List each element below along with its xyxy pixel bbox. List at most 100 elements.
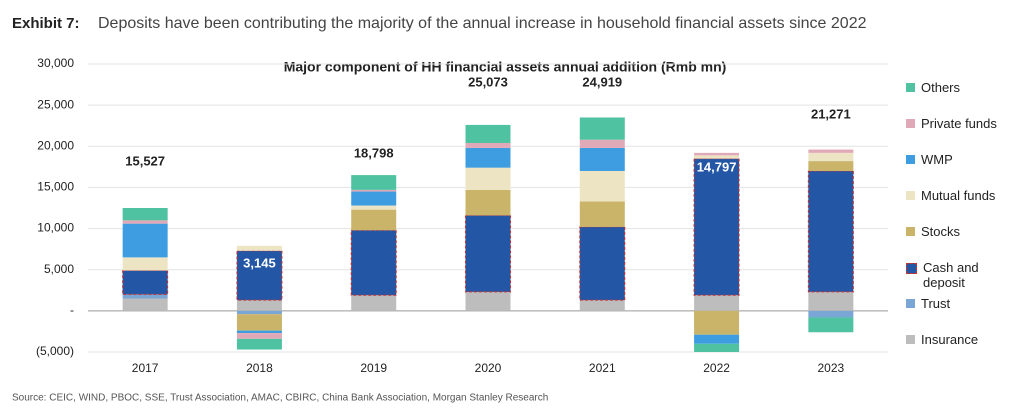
bar-segment: [236, 310, 282, 315]
total-label: 24,919: [582, 74, 622, 89]
bar-segment: [579, 117, 625, 140]
bar-segment: [694, 152, 740, 156]
bar-segment: [808, 152, 854, 162]
y-tick-label: 15,000: [37, 180, 74, 194]
legend-swatch: [906, 263, 917, 274]
bar-segment: [122, 223, 168, 258]
total-label: 21,271: [811, 106, 851, 121]
bar-segment: [465, 147, 511, 168]
bar-segment: [694, 155, 740, 159]
x-tick-label: 2018: [246, 361, 273, 375]
bar-segment: [808, 149, 854, 153]
legend-item: Private funds: [906, 116, 1016, 152]
legend-swatch: [906, 335, 915, 344]
bar-segment: [350, 229, 397, 296]
legend-label: Mutual funds: [921, 188, 996, 203]
legend-swatch: [906, 83, 915, 92]
bar-segment: [465, 124, 511, 143]
bar-segment: [122, 220, 168, 224]
bar-segment: [807, 170, 854, 293]
bar-segment: [122, 298, 168, 311]
legend-item: WMP: [906, 152, 1016, 188]
bar-segment: [236, 338, 282, 350]
bar-segment: [351, 175, 397, 190]
bar-segment: [465, 167, 511, 190]
legend-swatch: [906, 155, 915, 164]
bar-segment: [236, 245, 282, 251]
legend-label: Stocks: [921, 224, 961, 239]
total-label: 15,527: [125, 153, 165, 168]
total-label: 18,798: [354, 145, 394, 160]
legend-item: Cash and deposit: [906, 260, 1016, 296]
bar-segment: [351, 295, 397, 311]
legend-label: Insurance: [921, 332, 979, 347]
y-tick-label: 20,000: [37, 138, 74, 152]
x-tick-label: 2023: [818, 361, 845, 375]
bar-segment: [579, 300, 625, 311]
bar-segment: [351, 209, 397, 231]
headline: Deposits have been contributing the majo…: [98, 15, 867, 32]
bar-segment: [694, 310, 740, 335]
legend-item: Trust: [906, 296, 1016, 332]
bar-segment: [465, 189, 511, 216]
bar-segment: [579, 147, 625, 171]
bar-segment: [236, 300, 282, 311]
x-tick-label: 2017: [132, 361, 159, 375]
y-tick-label: -: [70, 303, 74, 317]
bar-segment: [579, 226, 626, 301]
y-tick-label: (5,000): [36, 344, 74, 358]
chart-title: Major component of HH financial assets a…: [284, 59, 727, 75]
bar-segment: [351, 189, 397, 192]
bar-segment: [808, 317, 854, 333]
bar-segment: [236, 333, 282, 339]
bar-segment: [579, 139, 625, 148]
legend-swatch: [906, 299, 915, 308]
y-tick-label: 30,000: [37, 56, 74, 70]
y-tick-label: 25,000: [37, 97, 74, 111]
legend-swatch: [906, 119, 915, 128]
total-label: 3,145: [243, 255, 276, 270]
x-tick-label: 2021: [589, 361, 616, 375]
bar-segment: [236, 330, 282, 334]
x-tick-label: 2020: [475, 361, 502, 375]
bar-segment: [465, 214, 511, 293]
legend-label: Cash and deposit: [923, 260, 979, 290]
legend-item: Mutual funds: [906, 188, 1016, 224]
bar-segment: [808, 291, 854, 311]
legend-label: Trust: [921, 296, 951, 311]
bar-segment: [808, 161, 854, 171]
x-tick-label: 2022: [703, 361, 730, 375]
legend-swatch: [906, 227, 915, 236]
bar-segment: [236, 314, 282, 331]
bar-segment: [694, 343, 740, 352]
bar-segment: [122, 270, 169, 295]
bar-segment: [465, 291, 511, 311]
source: Source: CEIC, WIND, PBOC, SSE, Trust Ass…: [12, 393, 548, 404]
y-tick-label: 10,000: [37, 221, 74, 235]
bar-segment: [694, 295, 740, 311]
legend-swatch: [906, 191, 915, 200]
bar-segment: [122, 208, 168, 221]
legend-item: Others: [906, 80, 1016, 116]
legend-item: Insurance: [906, 332, 1016, 368]
bar-segment: [465, 142, 511, 148]
x-tick-label: 2019: [360, 361, 387, 375]
total-label: 14,797: [697, 159, 737, 174]
y-tick-label: 5,000: [44, 262, 74, 276]
legend-label: Private funds: [921, 116, 997, 131]
bar-segment: [351, 205, 397, 210]
legend-item: Stocks: [906, 224, 1016, 260]
bar-segment: [808, 310, 854, 318]
bar-segment: [693, 158, 740, 296]
legend-label: WMP: [921, 152, 953, 167]
legend-label: Others: [921, 80, 961, 95]
legend: Others Private funds WMP Mutual funds Stocks…: [906, 80, 1016, 368]
bar-segment: [122, 257, 168, 271]
total-label: 25,073: [468, 74, 508, 89]
bar-segment: [579, 201, 625, 227]
exhibit: Exhibit 7:: [12, 15, 80, 32]
bar-segment: [351, 191, 397, 206]
bar-segment: [579, 170, 625, 202]
